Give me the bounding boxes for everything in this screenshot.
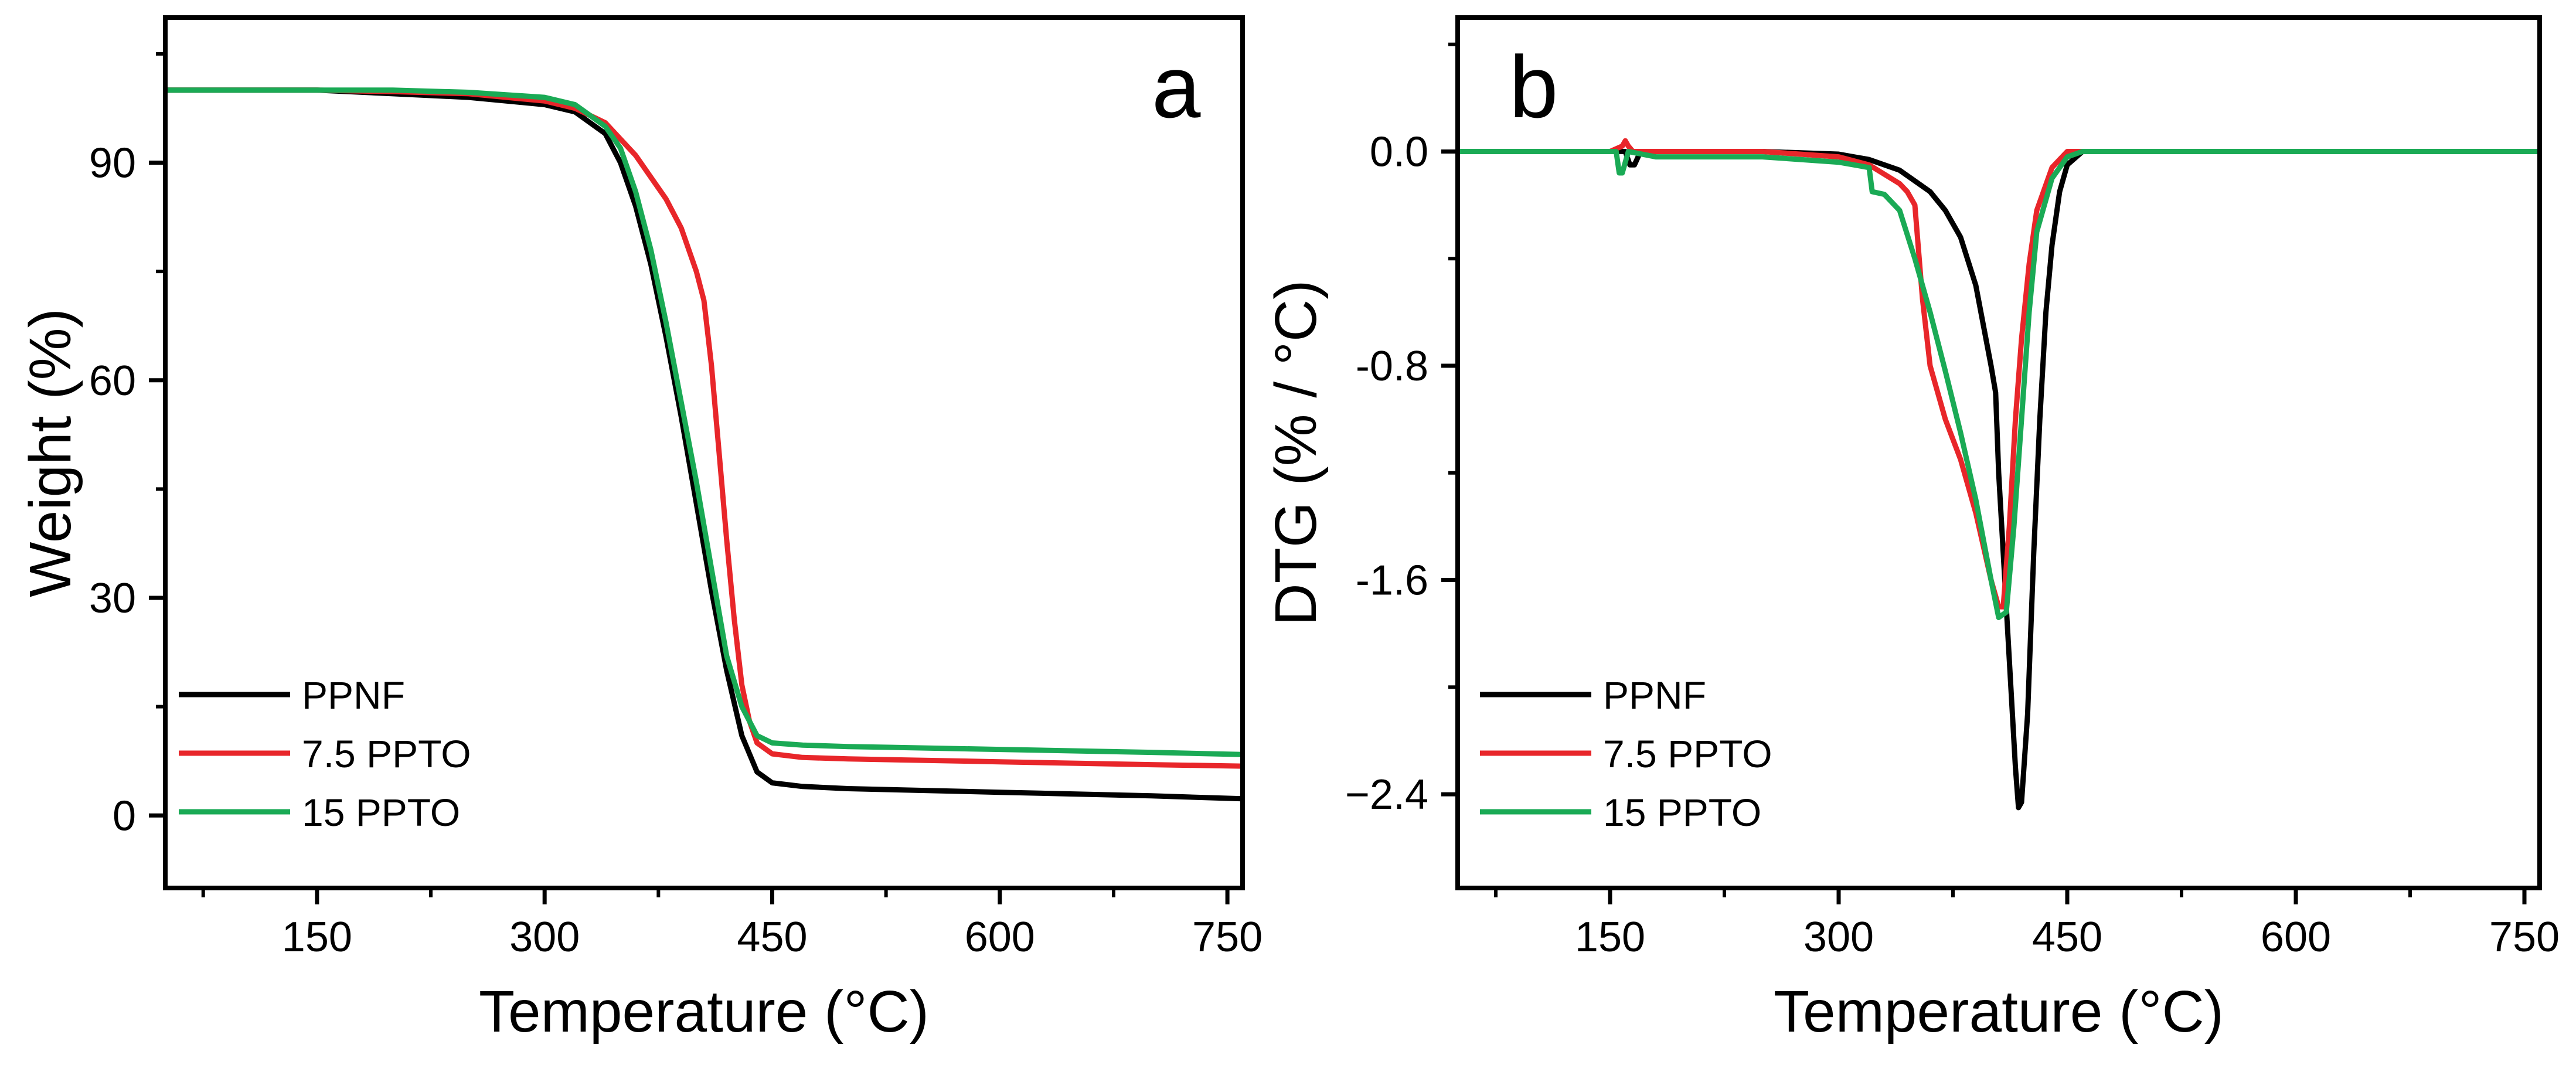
legend-label: 15 PPTO [1603,791,1761,834]
x-tick-label: 150 [1575,914,1645,961]
x-tick-label: 600 [2261,914,2331,961]
plot-frame [163,15,1245,890]
x-axis-label: Temperature (°C) [479,979,929,1044]
y-tick-label: 60 [89,358,136,404]
series-line-7-5-ppto [1458,138,2540,610]
series-line-7-5-ppto [165,87,1243,769]
series-line-ppnf [165,87,1243,802]
x-tick-label: 750 [1192,914,1263,961]
x-tick-label: 300 [1803,914,1874,961]
panel-b-chart: 150 300 450 600 750 0.0 -0.8 -1.6 −2.4 Temperatur… [1263,15,2560,1044]
legend-label: 7.5 PPTO [302,732,471,775]
x-tick-label: 300 [509,914,580,961]
panel-label: b [1509,38,1558,136]
x-axis-label: Temperature (°C) [1774,979,2224,1044]
legend-label: PPNF [302,673,405,717]
x-tick-label: 600 [965,914,1035,961]
y-tick-label: 0 [113,792,136,839]
y-tick-label: 0.0 [1370,128,1428,175]
legend-label: 7.5 PPTO [1603,732,1772,775]
series-line-15-ppto [1458,149,2540,620]
y-tick-label: -0.8 [1356,343,1428,390]
x-tick-label: 150 [282,914,352,961]
series-line-15-ppto [165,87,1243,757]
y-axis-label: Weight (%) [18,308,83,597]
y-tick-label: 90 [89,140,136,187]
plot-frame [1455,15,2542,890]
panel-a-chart: 150 300 450 600 750 0 30 60 90 Temperature (°C) We… [18,15,1263,1044]
panel-label: a [1152,38,1201,136]
legend-label: PPNF [1603,673,1706,717]
y-tick-label: 30 [89,575,136,622]
x-tick-label: 750 [2489,914,2560,961]
y-tick-label: −2.4 [1345,771,1428,818]
y-axis-label: DTG (% / °C) [1263,280,1329,626]
y-tick-label: -1.6 [1356,557,1428,604]
legend-label: 15 PPTO [302,791,460,834]
x-tick-label: 450 [2032,914,2102,961]
x-tick-label: 450 [737,914,807,961]
